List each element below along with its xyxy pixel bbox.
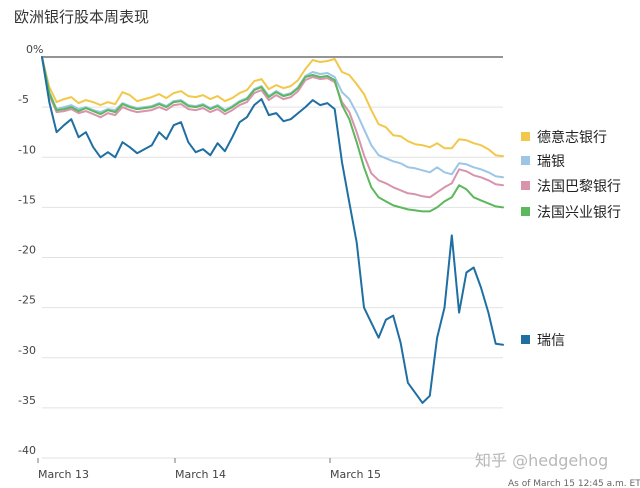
legend-swatch [521, 132, 530, 141]
chart-title: 欧洲银行股本周表现 [14, 8, 150, 26]
series-line [41, 56, 504, 404]
series-line [41, 56, 504, 213]
series-line [41, 56, 504, 179]
series-line [41, 56, 504, 199]
legend-label: 瑞信 [537, 333, 565, 349]
x-tick-label: March 15 [330, 468, 381, 481]
y-tick-label: -15 [18, 193, 36, 206]
grid-lines [42, 56, 503, 459]
y-tick-label: 0% [26, 43, 43, 56]
series-lines [41, 56, 504, 404]
y-tick-label: -10 [18, 143, 36, 156]
legend-swatch [521, 335, 530, 344]
series-line [41, 56, 504, 158]
y-tick-label: -25 [18, 294, 36, 307]
y-tick-label: -20 [18, 244, 36, 257]
y-axis-ticks: 0% -5 -10 -15 -20 -25 -30 -35 -40 [18, 43, 43, 457]
y-tick-label: -5 [18, 93, 29, 106]
legend-label: 瑞银 [537, 154, 565, 170]
legend-label: 法国兴业银行 [537, 205, 621, 221]
legend-swatch [521, 207, 530, 216]
legend-swatch [521, 181, 530, 190]
x-tick-label: March 14 [175, 468, 226, 481]
y-tick-label: -40 [18, 444, 36, 457]
legend-swatch [521, 156, 530, 165]
legend-label: 法国巴黎银行 [537, 179, 621, 195]
footnote-text: As of March 15 12:45 a.m. ET [508, 479, 640, 488]
y-tick-label: -35 [18, 394, 36, 407]
x-axis-ticks: March 13 March 14 March 15 [37, 458, 381, 481]
x-tick-label: March 13 [38, 468, 89, 481]
y-tick-label: -30 [18, 344, 36, 357]
watermark-text: 知乎 @hedgehog [475, 451, 608, 470]
legend-label: 德意志银行 [537, 129, 607, 146]
